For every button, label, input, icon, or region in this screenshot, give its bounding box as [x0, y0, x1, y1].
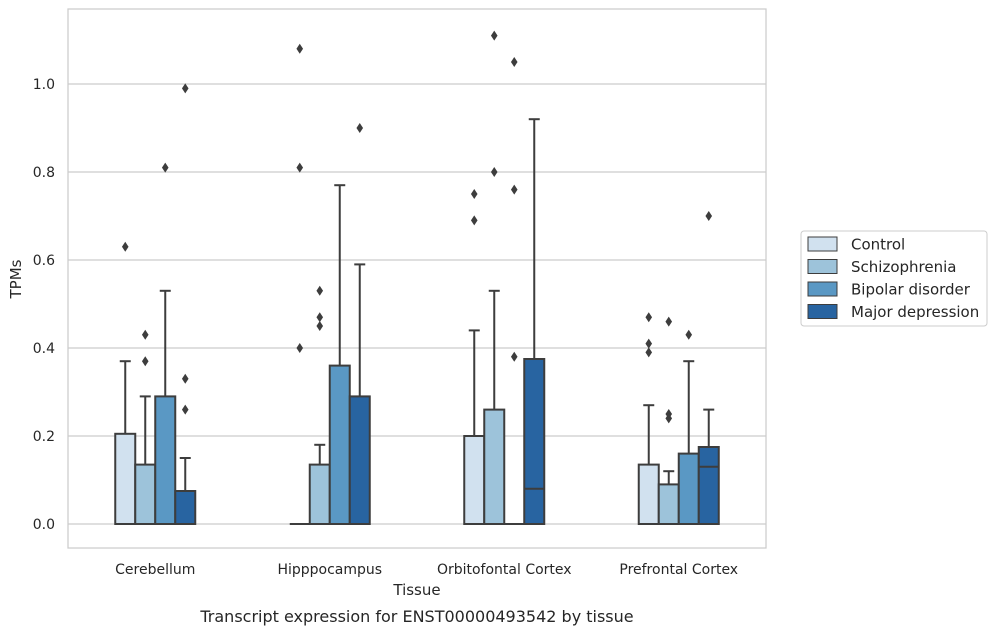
- legend: Control Schizophrenia Bipolar disorder Majo…: [800, 230, 988, 327]
- box-group: [289, 43, 310, 525]
- box: [637, 463, 660, 526]
- legend-label: Schizophrenia: [851, 258, 956, 276]
- outlier-point: [181, 373, 189, 384]
- box-group: [114, 241, 137, 525]
- legend-label: Bipolar disorder: [851, 281, 971, 299]
- legend-label: Major depression: [851, 303, 979, 321]
- outlier-point: [296, 343, 304, 353]
- outlier-point: [141, 356, 149, 367]
- box-group: [697, 211, 720, 525]
- box: [463, 435, 486, 525]
- box-group: [463, 189, 486, 525]
- outlier-point: [121, 241, 129, 252]
- y-axis-title: TPMs: [7, 259, 25, 299]
- legend-frame: [800, 230, 988, 327]
- box-group: [677, 329, 700, 526]
- x-tick-label: Hipppocampus: [277, 562, 382, 578]
- outlier-point: [665, 316, 673, 327]
- legend-swatch: [807, 259, 838, 274]
- y-tick-label: 0.0: [33, 517, 55, 533]
- box-group: [328, 184, 351, 525]
- box-group: [134, 329, 157, 526]
- box: [483, 408, 506, 526]
- box: [134, 463, 157, 526]
- box: [677, 452, 700, 526]
- y-tick-label: 0.4: [33, 341, 55, 357]
- legend-swatch: [807, 281, 838, 297]
- outlier-point: [510, 57, 518, 67]
- box: [523, 358, 546, 525]
- outlier-point: [181, 404, 189, 415]
- outlier-point: [470, 215, 478, 226]
- box: [114, 432, 137, 525]
- y-tick-label: 1.0: [33, 77, 55, 93]
- box-group: [348, 123, 371, 525]
- boxplot-marks: [114, 30, 720, 526]
- box-group: [308, 285, 331, 526]
- x-tick-labels: Cerebellum Hipppocampus Orbitofontal Corte…: [115, 562, 738, 578]
- box-group: [174, 83, 197, 525]
- outlier-point: [181, 83, 189, 94]
- outlier-point: [296, 162, 304, 173]
- x-tick-label: Cerebellum: [115, 562, 195, 578]
- box-group: [154, 162, 177, 525]
- outlier-point: [705, 211, 713, 221]
- outlier-point: [316, 285, 324, 296]
- box: [697, 446, 720, 525]
- y-tick-label: 0.2: [33, 429, 55, 445]
- legend-label: Control: [851, 236, 905, 254]
- outlier-point: [645, 347, 653, 358]
- outlier-point: [490, 30, 498, 41]
- x-tick-label: Orbitofontal Cortex: [437, 562, 572, 578]
- outlier-point: [645, 338, 653, 349]
- box: [308, 463, 331, 526]
- plot-frame: [67, 8, 767, 549]
- box: [348, 395, 371, 525]
- y-tick-labels: 0.0 0.2 0.4 0.6 0.8 1.0: [33, 77, 55, 533]
- chart-caption: Transcript expression for ENST0000049354…: [199, 607, 633, 626]
- outlier-point: [161, 162, 169, 173]
- box-group: [637, 312, 660, 526]
- outlier-point: [316, 312, 324, 323]
- outlier-point: [296, 43, 304, 54]
- box: [174, 490, 197, 525]
- y-tick-label: 0.8: [33, 165, 55, 181]
- x-axis-title: Tissue: [392, 581, 440, 599]
- box: [328, 364, 351, 525]
- outlier-point: [665, 409, 673, 419]
- box-group: [523, 118, 546, 525]
- outlier-point: [510, 351, 518, 362]
- legend-swatch: [807, 236, 838, 252]
- box: [154, 395, 177, 525]
- outlier-point: [490, 167, 498, 177]
- outlier-point: [685, 329, 693, 340]
- box: [657, 483, 680, 525]
- y-tick-label: 0.6: [33, 253, 55, 269]
- x-tick-label: Prefrontal Cortex: [619, 562, 738, 578]
- box-group: [504, 57, 525, 525]
- outlier-point: [356, 123, 364, 133]
- outlier-point: [316, 321, 324, 331]
- outlier-point: [470, 189, 478, 199]
- legend-swatch: [807, 304, 838, 319]
- box-group: [483, 30, 506, 526]
- outlier-point: [645, 312, 653, 323]
- outlier-point: [510, 184, 518, 195]
- outlier-point: [141, 329, 149, 340]
